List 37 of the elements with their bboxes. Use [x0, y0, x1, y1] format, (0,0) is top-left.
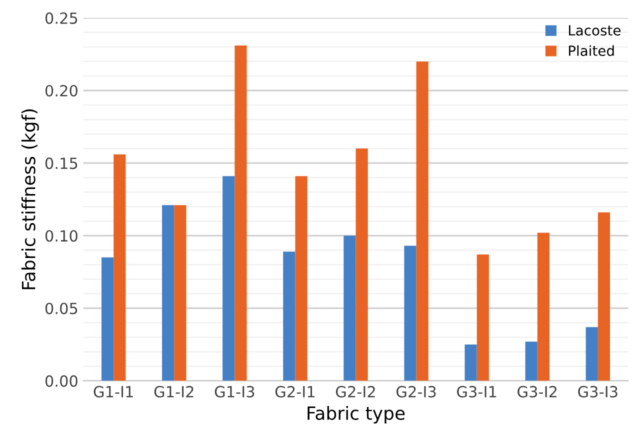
y-tick-label: 0.25: [45, 12, 78, 24]
x-tick-label: G3-I2: [518, 386, 556, 398]
x-tick-label: G1-I2: [154, 386, 194, 398]
x-tick-label: G3-I3: [578, 386, 618, 398]
bar: [234, 46, 247, 381]
y-tick-label: 0.00: [45, 375, 78, 387]
bar: [598, 212, 610, 381]
y-tick-label: 0.05: [45, 302, 78, 314]
bar: [344, 236, 356, 381]
x-tick-label: G2-I2: [336, 386, 375, 398]
x-tick-label: G1-I1: [94, 386, 133, 398]
legend-label: Lacoste: [568, 25, 620, 36]
x-tick-label: G3-I1: [457, 386, 496, 398]
bar: [222, 176, 235, 381]
bar: [174, 205, 186, 381]
bar: [464, 344, 477, 381]
bar: [114, 154, 126, 381]
y-tick-label: 0.10: [45, 230, 78, 242]
bar: [162, 205, 174, 381]
bar: [476, 254, 489, 381]
x-tick-label: G2-I3: [396, 386, 436, 398]
bar: [586, 327, 598, 381]
bar: [356, 148, 368, 381]
x-axis-title: Fabric type: [308, 406, 405, 424]
bar: [404, 246, 416, 381]
bar: [416, 61, 428, 381]
y-tick-label: 0.15: [45, 158, 78, 170]
x-tick-label: G1-I3: [214, 386, 254, 398]
bar: [101, 257, 114, 381]
bar: [537, 232, 550, 381]
y-axis-title: Fabric stiffness (kgf): [21, 109, 39, 290]
legend-label: Plaited: [568, 45, 614, 56]
x-tick-label: G2-I1: [275, 386, 314, 398]
y-tick-label: 0.20: [45, 84, 78, 97]
bar: [283, 252, 296, 381]
bar: [525, 342, 538, 381]
bar: [295, 176, 308, 381]
